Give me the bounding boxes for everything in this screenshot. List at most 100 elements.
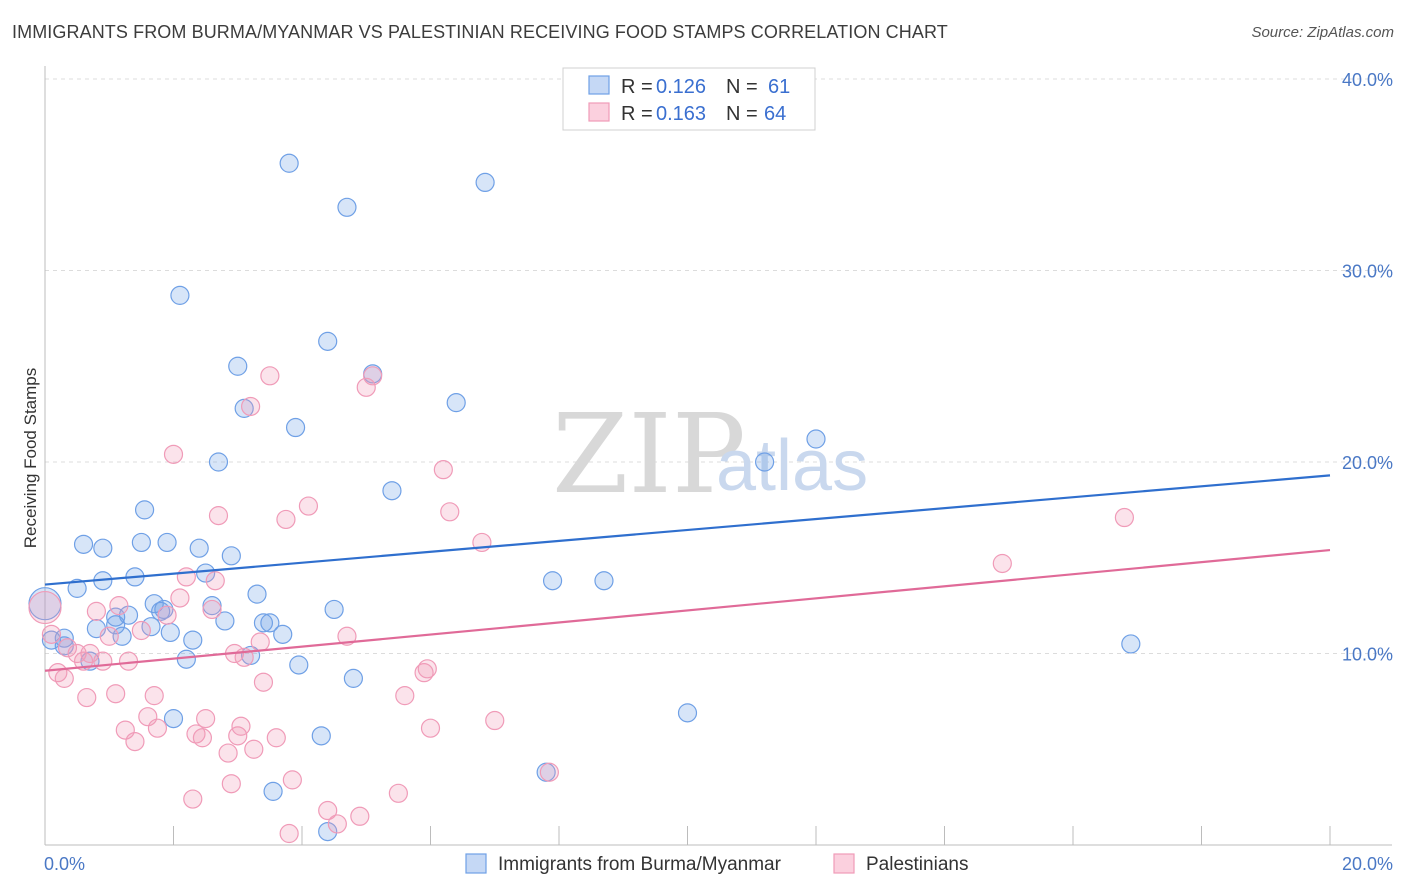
point-palestinians: [57, 638, 78, 658]
watermark-zip: ZIP: [552, 390, 746, 518]
point-palestinians: [992, 553, 1012, 574]
point-palestinians: [131, 620, 151, 641]
x-tick-label: 0.0%: [44, 854, 85, 874]
y-tick-label: 20.0%: [1342, 453, 1393, 473]
bottom-legend-swatch-burma: [465, 853, 487, 874]
point-palestinians: [282, 770, 302, 790]
point-palestinians: [244, 739, 264, 759]
point-burma: [279, 153, 299, 173]
y-tick-label: 40.0%: [1342, 70, 1393, 90]
point-palestinians: [298, 496, 319, 516]
point-burma: [160, 622, 180, 643]
point-palestinians: [157, 605, 177, 625]
point-burma: [253, 613, 274, 633]
legend-r-label-burma: R =: [621, 76, 653, 98]
y-axis-label: Receiving Food Stamps: [21, 368, 40, 548]
point-burma: [318, 331, 338, 351]
point-palestinians: [395, 686, 415, 706]
point-burma: [228, 356, 248, 376]
watermark-atlas: atlas: [716, 426, 868, 506]
point-burma: [208, 452, 229, 472]
point-burma: [93, 538, 113, 558]
point-burma: [154, 599, 174, 620]
point-burma: [754, 452, 775, 472]
point-burma: [183, 630, 203, 650]
point-palestinians: [279, 823, 299, 844]
y-tick-label: 10.0%: [1342, 645, 1393, 665]
source-label: Source: ZipAtlas.com: [1251, 24, 1394, 41]
point-burma: [144, 594, 164, 614]
point-burma: [106, 615, 126, 635]
point-burma: [475, 172, 495, 193]
point-burma: [221, 546, 241, 566]
point-burma: [163, 709, 184, 729]
bottom-legend-swatch-palestinians: [833, 853, 855, 874]
point-burma: [263, 781, 283, 801]
point-palestinians: [176, 567, 196, 587]
point-palestinians: [420, 718, 441, 738]
point-palestinians: [196, 709, 216, 729]
legend-r-value-palestinians: 0.163: [656, 103, 706, 125]
axes: [44, 66, 1392, 846]
trend-line-burma: [44, 474, 1331, 586]
chart-title: IMMIGRANTS FROM BURMA/MYANMAR VS PALESTI…: [12, 22, 948, 42]
legend-r-value-burma: 0.126: [656, 76, 706, 98]
point-palestinians: [363, 366, 383, 386]
point-burma: [343, 668, 363, 688]
point-palestinians: [144, 686, 164, 706]
point-burma: [285, 417, 306, 438]
bottom-legend-label-burma: Immigrants from Burma/Myanmar: [498, 854, 782, 875]
legend-r-label-palestinians: R =: [621, 103, 653, 125]
point-burma: [73, 534, 94, 554]
point-palestinians: [86, 601, 107, 621]
point-palestinians: [28, 590, 62, 625]
tick-labels: 10.0% 20.0% 30.0% 40.0% 0.0% 20.0%: [44, 70, 1393, 874]
point-palestinians: [350, 806, 370, 826]
point-burma: [311, 726, 331, 746]
point-palestinians: [253, 672, 274, 692]
point-burma: [189, 538, 209, 558]
point-palestinians: [125, 731, 145, 752]
point-palestinians: [433, 460, 453, 480]
point-palestinians: [337, 626, 357, 646]
trend-lines: [44, 474, 1331, 672]
point-palestinians: [250, 632, 270, 652]
point-burma: [446, 393, 466, 413]
point-palestinians: [388, 783, 408, 803]
point-burma: [289, 655, 309, 675]
point-palestinians: [99, 626, 119, 646]
point-palestinians: [327, 814, 347, 834]
point-burma: [324, 599, 344, 620]
legend: R = 0.126 N = 61 R = 0.163 N = 64: [562, 67, 816, 131]
bottom-legend: Immigrants from Burma/Myanmar Palestinia…: [465, 853, 968, 875]
point-palestinians: [205, 571, 225, 591]
legend-swatch-burma: [588, 75, 610, 95]
point-burma: [176, 649, 196, 669]
legend-swatch-palestinians: [588, 102, 610, 122]
point-palestinians: [77, 687, 97, 708]
point-palestinians: [41, 624, 62, 644]
point-palestinians: [109, 596, 129, 616]
point-palestinians: [440, 502, 460, 522]
point-palestinians: [539, 762, 559, 782]
point-palestinians: [260, 366, 280, 386]
point-palestinians: [417, 659, 437, 679]
point-burma: [594, 571, 614, 591]
point-palestinians: [163, 444, 184, 464]
point-palestinians: [202, 599, 222, 620]
point-palestinians: [54, 668, 74, 688]
point-burma: [131, 532, 151, 553]
point-palestinians: [318, 800, 338, 821]
point-palestinians: [93, 651, 113, 671]
point-palestinians: [147, 718, 168, 738]
point-burma: [337, 197, 357, 217]
trend-line-palestinians: [44, 548, 1331, 672]
point-burma: [247, 584, 267, 604]
point-palestinians: [266, 728, 286, 748]
point-palestinians: [192, 728, 213, 748]
y-tick-label: 30.0%: [1342, 262, 1393, 282]
point-burma: [382, 481, 402, 501]
point-burma: [542, 571, 563, 591]
point-palestinians: [183, 789, 203, 809]
